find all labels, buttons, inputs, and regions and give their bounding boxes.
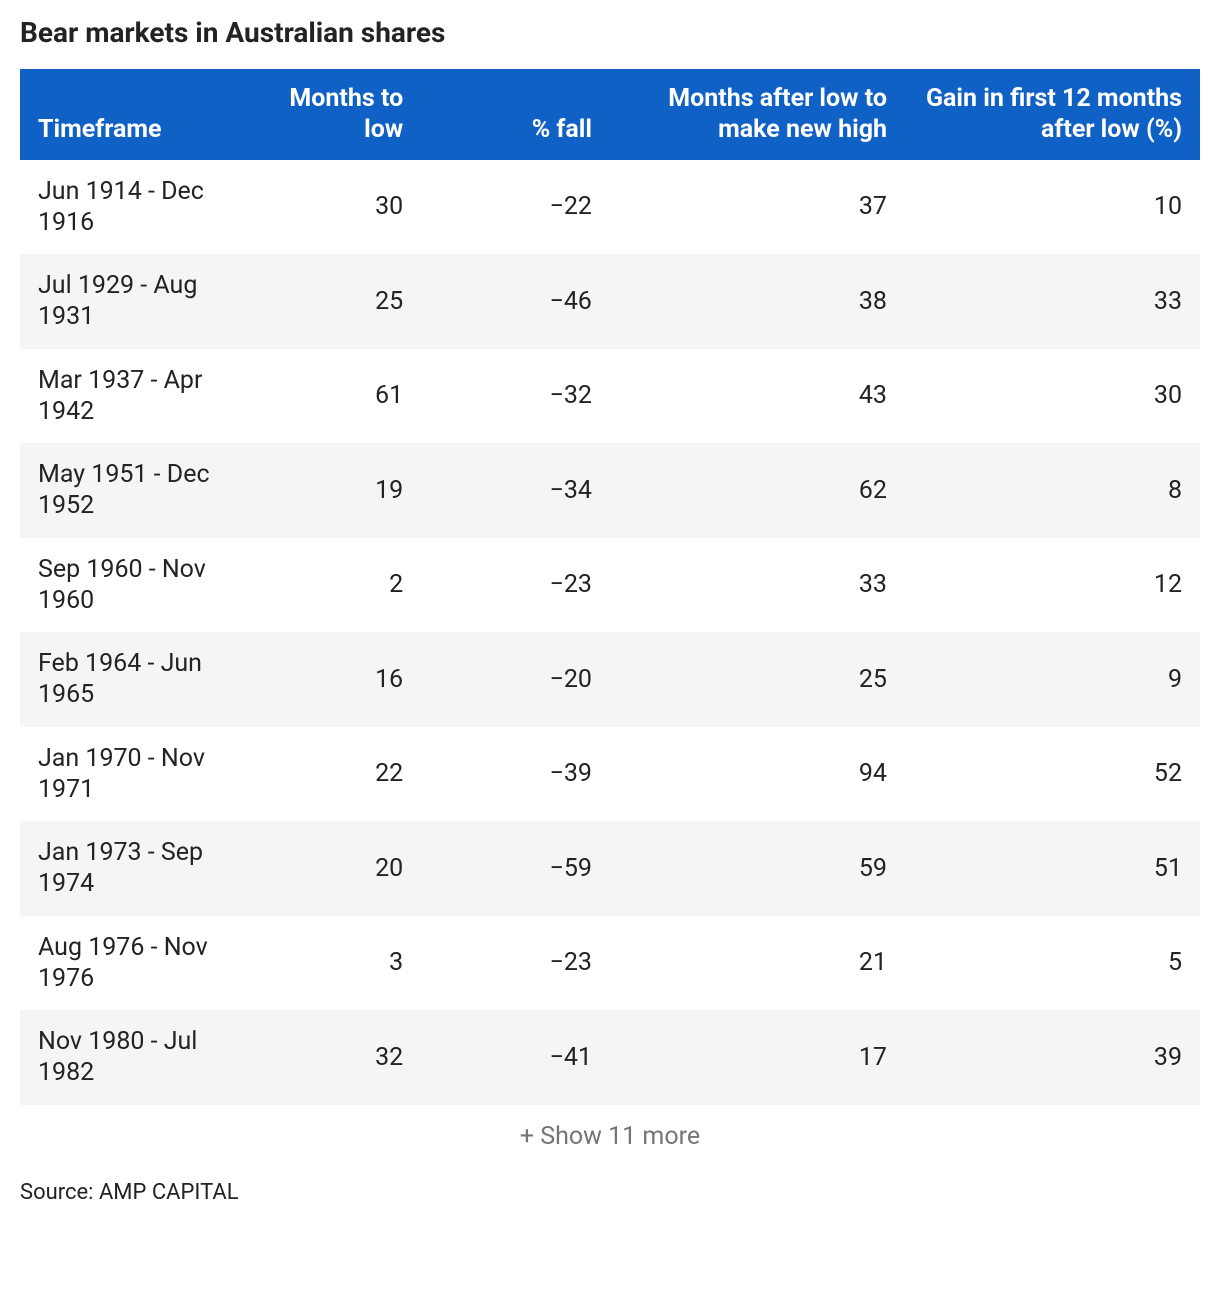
table-row: Aug 1976 - Nov 19763−23215 <box>20 916 1200 1011</box>
table-cell: −23 <box>421 538 610 633</box>
table-cell: 62 <box>610 443 905 538</box>
table-cell: 3 <box>232 916 421 1011</box>
table-row: Mar 1937 - Apr 194261−324330 <box>20 349 1200 444</box>
table-cell: 51 <box>905 821 1200 916</box>
col-header-timeframe: Timeframe <box>20 69 232 160</box>
table-cell: −22 <box>421 160 610 255</box>
table-row: Sep 1960 - Nov 19602−233312 <box>20 538 1200 633</box>
col-header-months-new-high: Months after low to make new high <box>610 69 905 160</box>
table-cell: 39 <box>905 1010 1200 1105</box>
table-row: Feb 1964 - Jun 196516−20259 <box>20 632 1200 727</box>
table-cell: −59 <box>421 821 610 916</box>
table-body: Jun 1914 - Dec 191630−223710Jul 1929 - A… <box>20 160 1200 1105</box>
table-cell: 30 <box>232 160 421 255</box>
table-row: Jan 1973 - Sep 197420−595951 <box>20 821 1200 916</box>
table-cell: Mar 1937 - Apr 1942 <box>20 349 232 444</box>
table-cell: 5 <box>905 916 1200 1011</box>
source-attribution: Source: AMP CAPITAL <box>20 1180 1200 1205</box>
table-cell: 52 <box>905 727 1200 822</box>
table-cell: Aug 1976 - Nov 1976 <box>20 916 232 1011</box>
table-cell: 12 <box>905 538 1200 633</box>
table-row: Jan 1970 - Nov 197122−399452 <box>20 727 1200 822</box>
table-cell: 17 <box>610 1010 905 1105</box>
table-cell: 59 <box>610 821 905 916</box>
table-cell: Jun 1914 - Dec 1916 <box>20 160 232 255</box>
table-cell: 33 <box>610 538 905 633</box>
table-cell: Feb 1964 - Jun 1965 <box>20 632 232 727</box>
table-row: Nov 1980 - Jul 198232−411739 <box>20 1010 1200 1105</box>
table-cell: 33 <box>905 254 1200 349</box>
table-header-row: Timeframe Months to low % fall Months af… <box>20 69 1200 160</box>
table-cell: May 1951 - Dec 1952 <box>20 443 232 538</box>
table-cell: 94 <box>610 727 905 822</box>
table-cell: Jan 1973 - Sep 1974 <box>20 821 232 916</box>
table-cell: 21 <box>610 916 905 1011</box>
table-cell: −20 <box>421 632 610 727</box>
table-row: May 1951 - Dec 195219−34628 <box>20 443 1200 538</box>
table-cell: 32 <box>232 1010 421 1105</box>
table-cell: 20 <box>232 821 421 916</box>
table-cell: 25 <box>610 632 905 727</box>
table-cell: 19 <box>232 443 421 538</box>
table-row: Jun 1914 - Dec 191630−223710 <box>20 160 1200 255</box>
table-cell: 16 <box>232 632 421 727</box>
table-cell: −46 <box>421 254 610 349</box>
table-title: Bear markets in Australian shares <box>20 16 1200 49</box>
table-cell: 10 <box>905 160 1200 255</box>
col-header-percent-fall: % fall <box>421 69 610 160</box>
table-cell: −39 <box>421 727 610 822</box>
table-cell: −34 <box>421 443 610 538</box>
table-cell: 9 <box>905 632 1200 727</box>
table-cell: 61 <box>232 349 421 444</box>
table-cell: −41 <box>421 1010 610 1105</box>
table-row: Jul 1929 - Aug 193125−463833 <box>20 254 1200 349</box>
table-cell: −23 <box>421 916 610 1011</box>
show-more-row: + Show 11 more <box>20 1105 1200 1174</box>
table-cell: Sep 1960 - Nov 1960 <box>20 538 232 633</box>
table-cell: 2 <box>232 538 421 633</box>
show-more-button[interactable]: + Show 11 more <box>520 1122 700 1151</box>
table-cell: 22 <box>232 727 421 822</box>
table-cell: 25 <box>232 254 421 349</box>
table-cell: 37 <box>610 160 905 255</box>
table-cell: Nov 1980 - Jul 1982 <box>20 1010 232 1105</box>
col-header-months-to-low: Months to low <box>232 69 421 160</box>
table-cell: 8 <box>905 443 1200 538</box>
table-cell: 38 <box>610 254 905 349</box>
table-cell: −32 <box>421 349 610 444</box>
bear-markets-table: Timeframe Months to low % fall Months af… <box>20 69 1200 1174</box>
col-header-gain-12mo: Gain in first 12 months after low (%) <box>905 69 1200 160</box>
table-cell: Jan 1970 - Nov 1971 <box>20 727 232 822</box>
table-cell: 43 <box>610 349 905 444</box>
table-cell: Jul 1929 - Aug 1931 <box>20 254 232 349</box>
table-cell: 30 <box>905 349 1200 444</box>
